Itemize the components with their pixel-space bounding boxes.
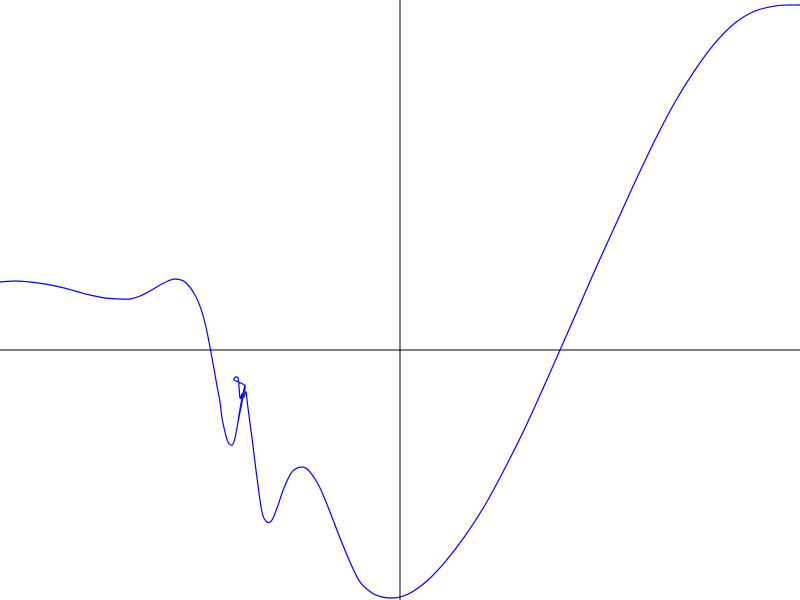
series-line-0 [0,4,800,599]
series-layer [0,4,800,599]
